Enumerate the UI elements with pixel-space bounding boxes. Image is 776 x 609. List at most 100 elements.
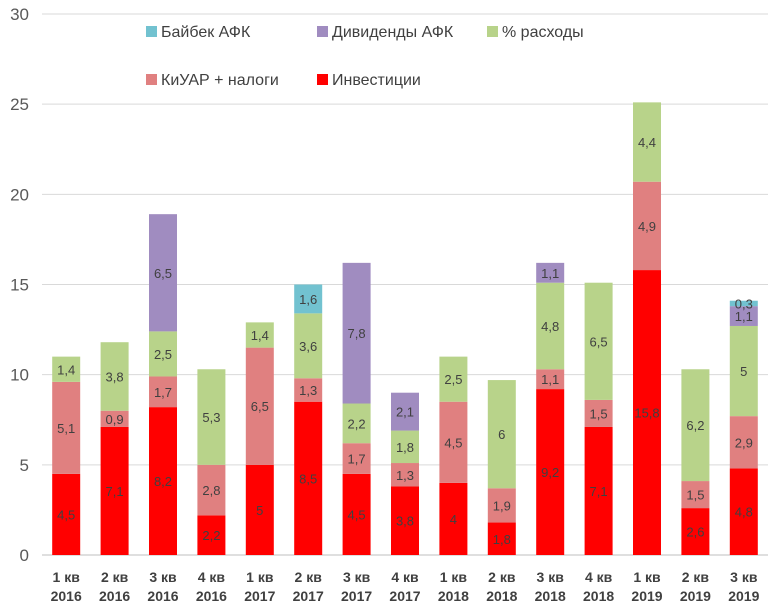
x-tick-label: 2016 <box>147 588 178 604</box>
x-tick-label: 2016 <box>99 588 130 604</box>
data-label: 8,2 <box>154 474 172 489</box>
data-label: 1,1 <box>735 309 753 324</box>
data-label: 4,4 <box>638 135 656 150</box>
bar-segment <box>342 443 371 474</box>
data-label: 1,7 <box>348 452 366 467</box>
bar-segment <box>100 342 129 411</box>
bar-segment <box>294 378 323 402</box>
bar-segment <box>633 270 661 555</box>
bar-segment <box>633 102 661 182</box>
data-label: 1,7 <box>154 385 172 400</box>
data-label: 4 <box>450 512 457 527</box>
data-label: 2,1 <box>396 405 414 420</box>
data-label: 7,1 <box>106 484 124 499</box>
bar-segment <box>633 181 661 271</box>
bar-segment <box>391 463 419 487</box>
legend-label: Инвестиции <box>332 72 421 89</box>
data-label: 6,5 <box>154 266 172 281</box>
data-label: 2,2 <box>202 528 220 543</box>
bar-segment <box>729 300 758 307</box>
bar-segment <box>197 515 226 555</box>
data-label: 3,6 <box>299 339 317 354</box>
x-tick-label: 2019 <box>631 588 662 604</box>
x-tick-label: 2 кв <box>682 569 710 585</box>
x-tick-label: 1 кв <box>246 569 274 585</box>
bar-segment <box>729 306 758 326</box>
bar-segment <box>391 430 419 464</box>
data-label: 0,9 <box>106 412 124 427</box>
x-tick-label: 1 кв <box>440 569 468 585</box>
bar-segment <box>149 407 177 555</box>
bar-segment <box>536 389 565 555</box>
x-tick-label: 3 кв <box>537 569 565 585</box>
legend-swatch <box>146 74 157 85</box>
x-tick-label: 1 кв <box>53 569 81 585</box>
bar-segment <box>52 381 81 474</box>
x-tick-label: 2018 <box>535 588 566 604</box>
bar-segment <box>439 401 468 483</box>
data-label: 1,1 <box>541 266 559 281</box>
data-label: 3,8 <box>106 369 124 384</box>
bar-segment <box>681 481 710 509</box>
x-tick-label: 2 кв <box>101 569 129 585</box>
bar-segment <box>100 426 129 555</box>
x-tick-label: 2017 <box>389 588 420 604</box>
bar-segment <box>536 262 565 283</box>
bar-segment <box>729 325 758 417</box>
bar-segment <box>681 369 710 482</box>
data-label: 2,6 <box>686 525 704 540</box>
legend-label: Дивиденды АФК <box>332 24 454 41</box>
bar-segment <box>342 403 371 444</box>
data-label: 7,8 <box>348 326 366 341</box>
y-tick-label: 0 <box>20 546 29 565</box>
bar-segment <box>294 401 323 555</box>
data-label: 4,9 <box>638 219 656 234</box>
data-label: 5,1 <box>57 421 75 436</box>
x-tick-label: 2018 <box>583 588 614 604</box>
legend-swatch <box>317 26 328 37</box>
data-label: 8,5 <box>299 471 317 486</box>
data-label: 5 <box>256 503 263 518</box>
bar-segment <box>439 482 468 555</box>
legend: Байбек АФК Дивиденды АФК % расходы КиУАР + … <box>146 24 584 89</box>
y-tick-label: 5 <box>20 456 29 475</box>
data-label: 1,3 <box>396 468 414 483</box>
bar-segment <box>245 347 274 465</box>
data-label: 2,2 <box>348 416 366 431</box>
y-tick-label: 15 <box>10 276 29 295</box>
data-label: 4,5 <box>444 435 462 450</box>
y-tick-label: 10 <box>10 366 29 385</box>
data-label: 2,8 <box>202 483 220 498</box>
data-label: 5 <box>740 364 747 379</box>
bar-segment <box>584 282 613 400</box>
data-label: 1,5 <box>686 488 704 503</box>
data-label: 1,8 <box>396 440 414 455</box>
bar-segment <box>584 426 613 555</box>
data-label: 15,8 <box>634 406 659 421</box>
x-tick-label: 3 кв <box>343 569 371 585</box>
bar-segment <box>729 416 758 469</box>
data-label: 5,3 <box>202 410 220 425</box>
data-label: 2,9 <box>735 435 753 450</box>
bar-segment <box>391 486 419 555</box>
legend-label: % расходы <box>502 24 584 41</box>
bar-segment <box>487 380 516 489</box>
bar-segment <box>294 284 323 314</box>
data-label: 1,5 <box>590 406 608 421</box>
bar-segment <box>391 392 419 431</box>
bar-segment <box>197 369 226 465</box>
legend-label: Байбек АФК <box>161 24 251 41</box>
x-tick-label: 2016 <box>196 588 227 604</box>
x-tick-label: 2017 <box>244 588 275 604</box>
x-tick-label: 1 кв <box>633 569 661 585</box>
data-label: 6,2 <box>686 418 704 433</box>
x-tick-label: 2017 <box>293 588 324 604</box>
x-tick-label: 4 кв <box>585 569 613 585</box>
data-label: 1,8 <box>493 532 511 547</box>
x-tick-label: 2016 <box>51 588 82 604</box>
y-tick-label: 25 <box>10 95 29 114</box>
x-tick-label: 2017 <box>341 588 372 604</box>
bar-segment <box>536 282 565 370</box>
bar-segment <box>52 356 81 382</box>
